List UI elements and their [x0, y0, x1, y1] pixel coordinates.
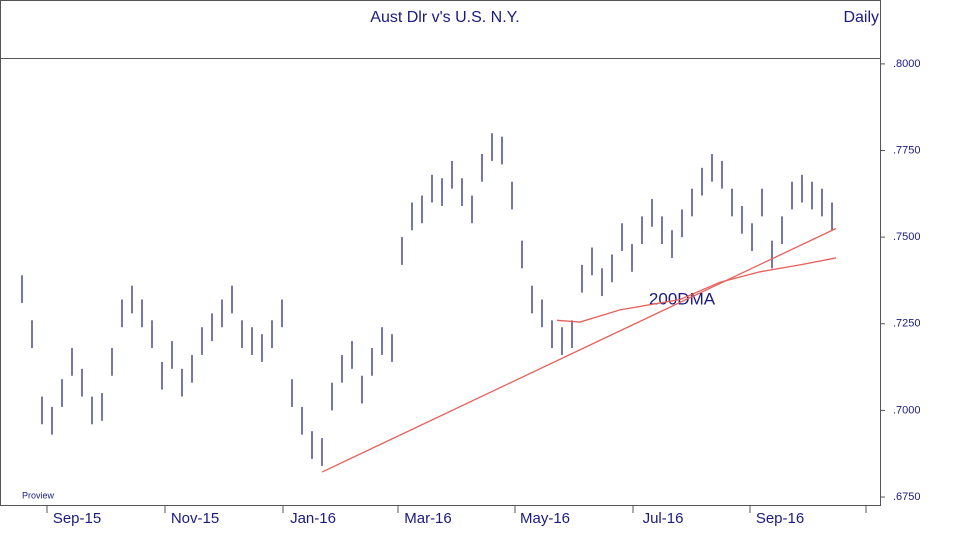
y-tick-label: .6750 — [893, 491, 921, 503]
watermark: Proview — [22, 490, 55, 500]
y-tick-label: .7250 — [893, 318, 921, 330]
x-tick-label: Jan-16 — [290, 510, 336, 527]
frame — [0, 0, 881, 506]
chart-subtitle: Daily — [843, 9, 879, 26]
y-tick-label: .8000 — [893, 58, 921, 70]
trend-line — [321, 227, 837, 473]
x-tick-label: Nov-15 — [171, 510, 219, 527]
x-tick-label: Sep-16 — [756, 510, 804, 527]
y-tick-label: .7750 — [893, 144, 921, 156]
x-tick-label: Sep-15 — [53, 510, 101, 527]
x-tick-label: May-16 — [520, 510, 570, 527]
trend-line — [556, 257, 837, 323]
y-tick-label: .7000 — [893, 404, 921, 416]
x-tick-label: Mar-16 — [404, 510, 452, 527]
y-tick-label: .7500 — [893, 231, 921, 243]
chart-title: Aust Dlr v's U.S. N.Y. — [370, 9, 519, 26]
x-tick-label: Jul-16 — [643, 510, 684, 527]
